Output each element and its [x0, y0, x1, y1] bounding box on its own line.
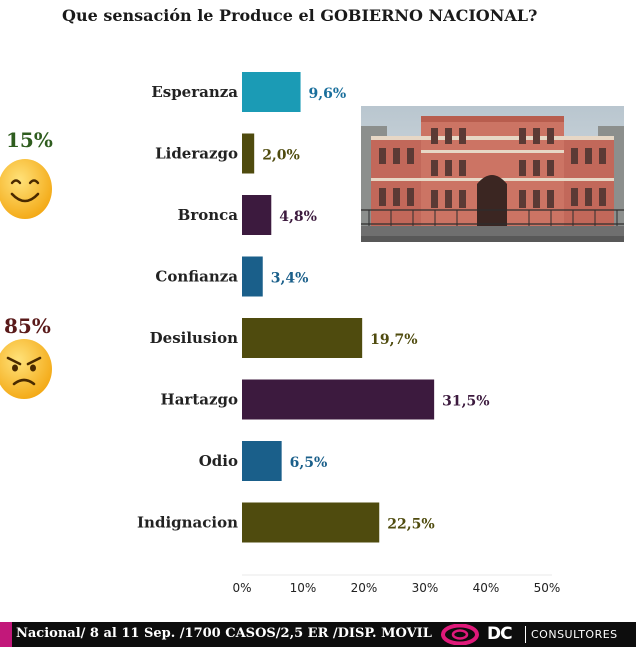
smiling-face-icon: [0, 158, 54, 224]
x-tick-label: 50%: [534, 581, 561, 595]
chart-title: Que sensación le Produce el GOBIERNO NAC…: [62, 6, 538, 25]
category-label-desilusion: Desilusion: [150, 329, 238, 347]
category-label-odio: Odio: [199, 452, 238, 470]
positive-percentage: 15%: [6, 128, 53, 152]
negative-percentage: 85%: [4, 314, 51, 338]
category-label-hartazgo: Hartazgo: [161, 391, 238, 409]
category-label-confianza: Confianza: [155, 268, 238, 286]
bar-desilusion: [242, 318, 363, 358]
bar-bronca: [242, 195, 272, 235]
government-building-photo: [361, 106, 624, 242]
value-label-liderazgo: 2,0%: [262, 148, 300, 164]
category-label-bronca: Bronca: [178, 206, 239, 224]
angry-face-icon: [0, 338, 54, 404]
value-label-bronca: 4,8%: [279, 209, 317, 225]
bar-esperanza: [242, 72, 301, 112]
bar-liderazgo: [242, 133, 255, 174]
brand-name: CONSULTORES: [531, 628, 618, 641]
x-tick-label: 0%: [232, 581, 251, 595]
footer-accent: [0, 622, 12, 647]
x-tick-label: 30%: [412, 581, 439, 595]
value-label-odio: 6,5%: [290, 455, 328, 471]
x-tick-label: 20%: [351, 581, 378, 595]
brand-short: DC: [487, 624, 513, 644]
x-tick-label: 40%: [473, 581, 500, 595]
brand-logo-icon: [440, 623, 480, 649]
footer-bar: Nacional/ 8 al 11 Sep. /1700 CASOS/2,5 E…: [0, 622, 636, 647]
brand-separator: [525, 626, 526, 643]
value-label-indignacion: 22,5%: [387, 517, 434, 533]
footer-source-text: Nacional/ 8 al 11 Sep. /1700 CASOS/2,5 E…: [16, 626, 432, 641]
bar-odio: [242, 441, 282, 481]
category-label-liderazgo: Liderazgo: [155, 145, 238, 163]
category-label-esperanza: Esperanza: [151, 83, 238, 101]
value-label-desilusion: 19,7%: [370, 332, 417, 348]
value-label-esperanza: 9,6%: [309, 86, 347, 102]
category-label-indignacion: Indignacion: [137, 514, 238, 532]
value-label-hartazgo: 31,5%: [442, 394, 489, 410]
x-tick-label: 10%: [290, 581, 317, 595]
bar-hartazgo: [242, 379, 435, 420]
bar-indignacion: [242, 502, 380, 543]
value-label-confianza: 3,4%: [271, 271, 309, 287]
bar-confianza: [242, 256, 263, 297]
